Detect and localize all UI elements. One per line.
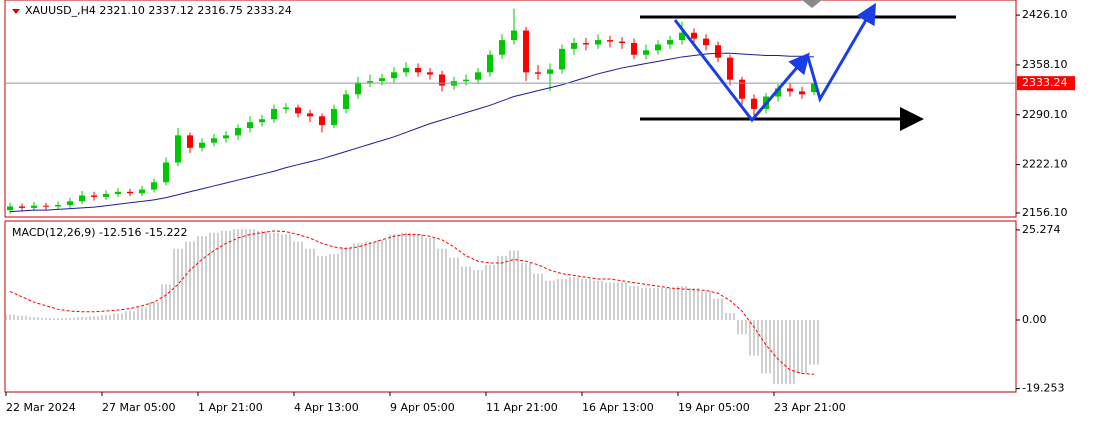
candle-body: [811, 83, 817, 93]
candle-body: [511, 30, 517, 41]
macd-title: MACD(12,26,9) -12.516 -15.222: [12, 226, 187, 239]
candle-body: [7, 206, 13, 211]
gray-arrow: [802, 0, 822, 8]
candle-body: [199, 142, 205, 148]
candle-body: [223, 135, 229, 139]
x-tick-label: 23 Apr 21:00: [774, 401, 846, 414]
candle-body: [547, 69, 553, 74]
candle-body: [427, 72, 433, 75]
candle-body: [643, 50, 649, 55]
candle-body: [331, 108, 337, 126]
candle-body: [163, 162, 169, 183]
candle-body: [367, 81, 373, 83]
title-marker: [12, 9, 20, 14]
candle-body: [115, 191, 121, 194]
x-tick-label: 16 Apr 13:00: [582, 401, 654, 414]
candle-body: [487, 54, 493, 73]
candle-body: [595, 40, 601, 45]
wave-arrow: [806, 2, 877, 103]
candle-body: [19, 206, 25, 208]
candle-body: [79, 195, 85, 202]
y-tick-label: 2156.10: [1022, 206, 1068, 219]
candle-body: [715, 45, 721, 58]
candle-body: [631, 43, 637, 55]
candle-body: [607, 40, 613, 42]
candle-body: [787, 88, 793, 92]
x-tick-label: 4 Apr 13:00: [294, 401, 359, 414]
candle-body: [235, 128, 241, 136]
y-tick-label: -19.253: [1022, 382, 1064, 395]
candle-body: [439, 74, 445, 86]
candle-body: [499, 40, 505, 55]
candle-body: [103, 193, 109, 197]
candle-body: [247, 122, 253, 129]
y-tick-label: 2222.10: [1022, 158, 1068, 171]
candle-body: [127, 191, 133, 194]
candle-body: [535, 72, 541, 74]
candle-body: [739, 79, 745, 99]
candle-body: [559, 48, 565, 70]
candle-body: [403, 67, 409, 73]
candle-body: [259, 119, 265, 123]
candle-body: [775, 88, 781, 97]
candle-body: [799, 91, 805, 95]
candle-body: [355, 82, 361, 95]
candle-body: [175, 135, 181, 163]
annotations: [640, 0, 956, 131]
candle-body: [319, 116, 325, 126]
candle-body: [139, 189, 145, 194]
y-tick-label: 2290.10: [1022, 108, 1068, 121]
candle-body: [43, 205, 49, 207]
candle-body: [295, 107, 301, 114]
candle-body: [55, 204, 61, 207]
candle-body: [283, 107, 289, 109]
candle-body: [91, 195, 97, 197]
candle-body: [655, 44, 661, 51]
candle-body: [379, 78, 385, 82]
last-price-box: [1017, 76, 1075, 91]
y-tick-label: 2358.10: [1022, 58, 1068, 71]
candle-body: [211, 138, 217, 143]
candle-body: [667, 40, 673, 45]
chart-title: XAUUSD_,H4 2321.10 2337.12 2316.75 2333.…: [25, 4, 292, 17]
candle-body: [679, 32, 685, 41]
candle-body: [271, 108, 277, 120]
candle-body: [691, 32, 697, 39]
candle-body: [619, 41, 625, 44]
candle-body: [571, 43, 577, 49]
candle-body: [187, 135, 193, 148]
candle-body: [391, 72, 397, 79]
candle-body: [463, 79, 469, 82]
candle-body: [151, 182, 157, 190]
moving-average: [9, 52, 815, 213]
x-tick-label: 27 Mar 05:00: [102, 401, 175, 414]
x-tick-label: 9 Apr 05:00: [390, 401, 455, 414]
last-price-label: 2333.24: [1022, 76, 1068, 89]
price-panel: [4, 0, 1017, 218]
y-tick-label: 25.274: [1022, 223, 1061, 236]
candle-body: [307, 113, 313, 117]
candle-body: [727, 57, 733, 80]
x-tick-label: 19 Apr 05:00: [678, 401, 750, 414]
candle-body: [583, 43, 589, 45]
candle-body: [415, 67, 421, 73]
candle-body: [31, 205, 37, 208]
y-tick-label: 0.00: [1022, 313, 1047, 326]
wave-arrow: [673, 19, 810, 123]
candle-body: [475, 72, 481, 80]
x-tick-label: 1 Apr 21:00: [198, 401, 263, 414]
candle-body: [523, 30, 529, 73]
y-tick-label: 2426.10: [1022, 8, 1068, 21]
x-tick-label: 11 Apr 21:00: [486, 401, 558, 414]
candle-body: [343, 94, 349, 109]
candle-body: [67, 201, 73, 205]
x-tick-label: 22 Mar 2024: [6, 401, 76, 414]
candle-body: [751, 98, 757, 109]
candle-body: [703, 38, 709, 46]
